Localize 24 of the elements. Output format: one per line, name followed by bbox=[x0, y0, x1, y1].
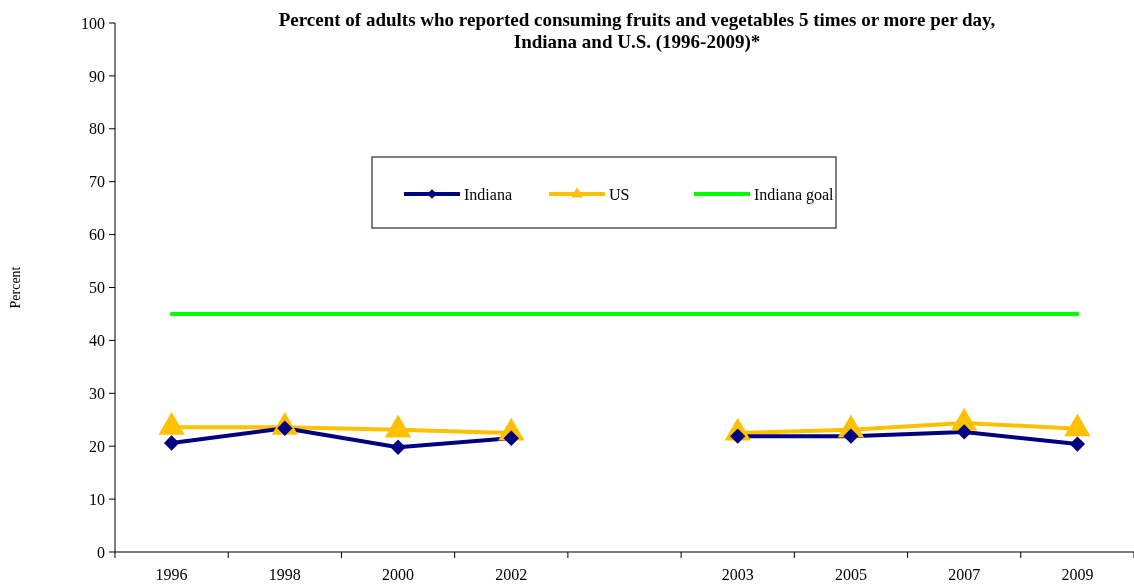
x-tick-label: 1996 bbox=[155, 566, 188, 583]
x-tick-label: 2005 bbox=[834, 566, 867, 583]
y-tick-label: 60 bbox=[89, 226, 105, 244]
y-tick-label: 30 bbox=[89, 384, 105, 402]
x-tick-label: 2003 bbox=[721, 566, 754, 583]
chart-title: Percent of adults who reported consuming fruits and vegetables 5 times or more per day, Indiana and U.S. (1996-2009)* bbox=[278, 9, 996, 53]
x-tick-label: 2007 bbox=[948, 566, 981, 583]
y-tick-label: 0 bbox=[97, 543, 105, 561]
y-tick-label: 50 bbox=[89, 279, 105, 297]
y-tick-label: 100 bbox=[81, 14, 105, 32]
legend-label: Indiana bbox=[464, 185, 512, 203]
y-tick-label: 20 bbox=[89, 437, 105, 455]
legend-label: Indiana goal bbox=[754, 185, 835, 204]
y-tick-label: 70 bbox=[89, 173, 105, 191]
y-tick-label: 40 bbox=[89, 332, 105, 349]
y-tick-label: 90 bbox=[89, 67, 105, 85]
legend-label: US bbox=[609, 185, 630, 203]
x-tick-label: 2009 bbox=[1061, 566, 1094, 583]
y-tick-label: 10 bbox=[89, 490, 105, 508]
x-tick-label: 1998 bbox=[268, 566, 301, 583]
y-tick-label: 80 bbox=[89, 120, 105, 138]
x-tick-label: 2002 bbox=[495, 566, 528, 583]
x-tick-label: 2000 bbox=[382, 566, 415, 583]
y-axis-title: Percent bbox=[8, 266, 23, 309]
